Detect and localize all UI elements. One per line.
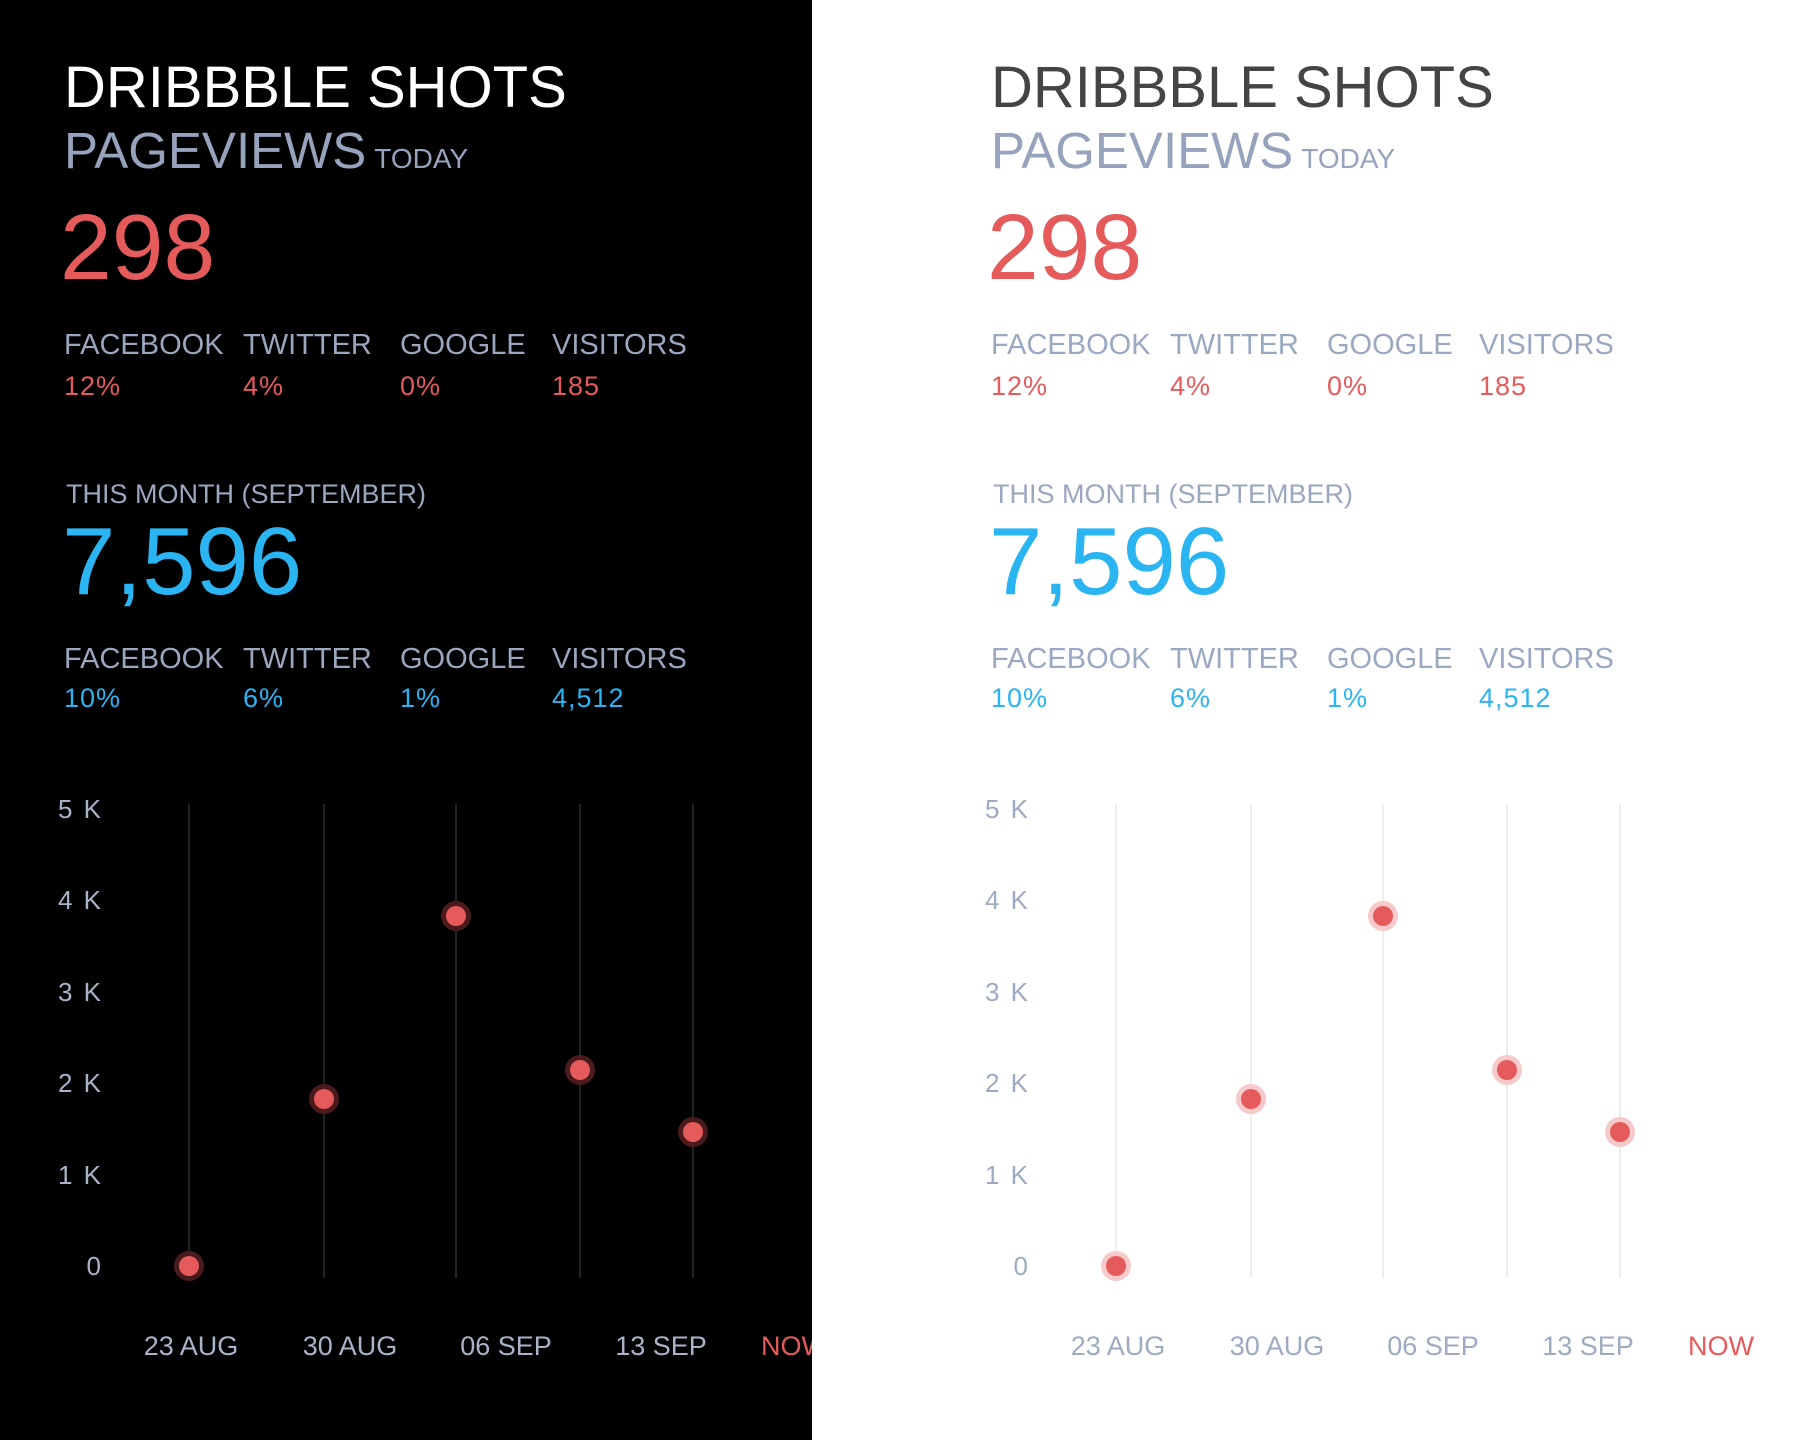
today-total: 298: [987, 195, 1143, 299]
app-title: DRIBBBLE SHOTS: [64, 55, 567, 120]
month-stat-value: 4,512: [552, 683, 625, 713]
y-tick-label: 1 K: [984, 1159, 1030, 1190]
grid-line: [1619, 804, 1621, 1278]
today-stat-label: TWITTER: [1170, 329, 1299, 361]
grid-line: [188, 804, 190, 1278]
today-stat-label: TWITTER: [243, 329, 372, 361]
today-total: 298: [60, 195, 216, 299]
x-tick-label: 13 SEP: [615, 1331, 707, 1361]
data-point[interactable]: [1497, 1060, 1517, 1081]
grid-line: [1250, 804, 1252, 1278]
today-stat-label: VISITORS: [1479, 329, 1614, 361]
y-tick-label: 0: [86, 1251, 103, 1281]
data-point[interactable]: [314, 1088, 334, 1109]
month-label: THIS MONTH (SEPTEMBER): [66, 479, 427, 509]
y-tick-label: 3 K: [57, 976, 103, 1007]
month-stat-value: 1%: [1327, 683, 1369, 713]
x-now-label: NOW: [1688, 1331, 1754, 1361]
today-stat-value: 185: [1479, 371, 1528, 401]
data-point[interactable]: [1106, 1256, 1126, 1276]
data-point[interactable]: [446, 905, 466, 926]
month-stat-label: GOOGLE: [400, 643, 526, 675]
month-stat-value: 10%: [991, 683, 1049, 713]
y-tick-label: 2 K: [984, 1068, 1030, 1099]
y-tick-label: 5 K: [57, 794, 103, 824]
app-title: DRIBBBLE SHOTS: [991, 55, 1494, 120]
grid-line: [1382, 804, 1384, 1278]
y-tick-label: 4 K: [984, 885, 1030, 916]
x-tick-label: 06 SEP: [1387, 1331, 1479, 1361]
x-tick-label: 30 AUG: [1229, 1331, 1325, 1361]
month-label: THIS MONTH (SEPTEMBER): [993, 479, 1354, 509]
month-stat-label: FACEBOOK: [64, 643, 224, 675]
today-stat-label: FACEBOOK: [64, 329, 224, 361]
month-stat-label: TWITTER: [243, 643, 372, 675]
month-stat-value: 4,512: [1479, 683, 1552, 713]
grid-line: [579, 804, 581, 1278]
month-stat-label: TWITTER: [1170, 643, 1299, 675]
y-tick-label: 4 K: [57, 885, 103, 916]
month-stat-label: GOOGLE: [1327, 643, 1453, 675]
today-stat-label: FACEBOOK: [991, 329, 1151, 361]
pageviews-heading: PAGEVIEWS TODAY: [991, 125, 1395, 176]
grid-line: [692, 804, 694, 1278]
pageviews-heading: PAGEVIEWS TODAY: [64, 125, 468, 176]
today-stat-value: 12%: [991, 371, 1049, 401]
x-tick-label: 23 AUG: [1070, 1331, 1166, 1361]
data-point[interactable]: [1373, 905, 1393, 926]
month-stat-label: VISITORS: [1479, 643, 1614, 675]
x-tick-label: 30 AUG: [302, 1331, 398, 1361]
month-stat-value: 1%: [400, 683, 442, 713]
month-stat-label: VISITORS: [552, 643, 687, 675]
data-point[interactable]: [570, 1060, 590, 1081]
today-stat-label: VISITORS: [552, 329, 687, 361]
month-total: 7,596: [989, 508, 1230, 615]
x-tick-label: 13 SEP: [1542, 1331, 1634, 1361]
pageviews-label: PAGEVIEWS: [991, 122, 1294, 179]
x-tick-label: 06 SEP: [460, 1331, 552, 1361]
pageviews-label: PAGEVIEWS: [64, 122, 367, 179]
today-stat-value: 4%: [1170, 371, 1212, 401]
data-point[interactable]: [1610, 1121, 1630, 1142]
y-tick-label: 3 K: [984, 976, 1030, 1007]
month-stat-value: 10%: [64, 683, 122, 713]
month-total: 7,596: [62, 508, 303, 615]
today-stat-value: 12%: [64, 371, 122, 401]
y-tick-label: 1 K: [57, 1159, 103, 1190]
month-stat-label: FACEBOOK: [991, 643, 1151, 675]
dark-panel: DRIBBBLE SHOTS PAGEVIEWS TODAY 298 FACEBOOK 1…: [0, 0, 812, 1440]
y-tick-label: 2 K: [57, 1068, 103, 1099]
x-tick-label: 23 AUG: [143, 1331, 239, 1361]
today-label: TODAY: [374, 143, 469, 174]
month-stat-value: 6%: [243, 683, 285, 713]
y-tick-label: 5 K: [984, 794, 1030, 824]
today-stat-value: 185: [552, 371, 601, 401]
grid-line: [1506, 804, 1508, 1278]
today-stat-value: 4%: [243, 371, 285, 401]
today-stat-value: 0%: [400, 371, 442, 401]
grid-line: [1115, 804, 1117, 1278]
data-point[interactable]: [683, 1121, 703, 1142]
y-tick-label: 0: [1013, 1251, 1030, 1281]
today-stat-label: GOOGLE: [1327, 329, 1453, 361]
light-panel: DRIBBBLE SHOTS PAGEVIEWS TODAY 298 FACEBOOK 1…: [812, 0, 1800, 1440]
grid-line: [455, 804, 457, 1278]
today-stat-label: GOOGLE: [400, 329, 526, 361]
today-stat-value: 0%: [1327, 371, 1369, 401]
month-stat-value: 6%: [1170, 683, 1212, 713]
today-label: TODAY: [1301, 143, 1396, 174]
data-point[interactable]: [1241, 1088, 1261, 1109]
data-point[interactable]: [179, 1256, 199, 1276]
x-now-label: NOW: [761, 1331, 812, 1361]
grid-line: [323, 804, 325, 1278]
